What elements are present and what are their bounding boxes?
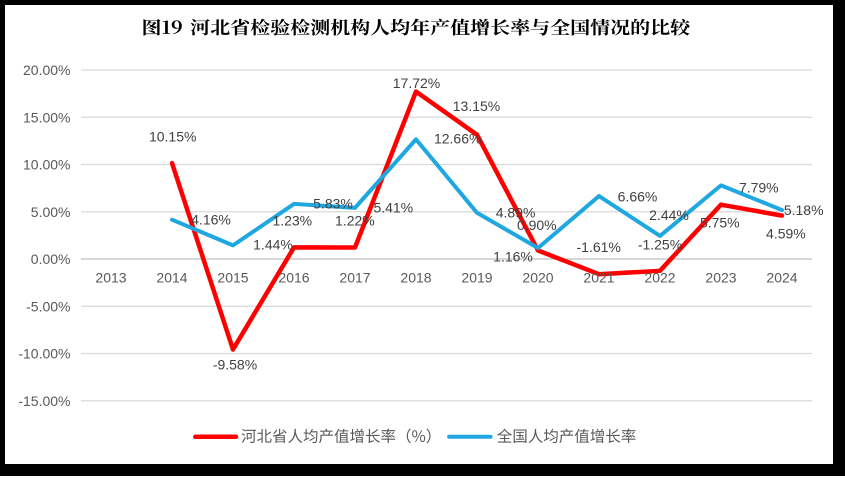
svg-text:2024: 2024 — [766, 270, 797, 286]
svg-text:5.00%: 5.00% — [31, 204, 71, 220]
svg-text:1.22%: 1.22% — [335, 213, 375, 229]
svg-text:10.00%: 10.00% — [23, 157, 70, 173]
svg-text:4.16%: 4.16% — [191, 212, 231, 228]
svg-text:0.90%: 0.90% — [517, 217, 557, 233]
svg-text:2013: 2013 — [95, 270, 126, 286]
svg-text:15.00%: 15.00% — [23, 109, 70, 125]
svg-text:-10.00%: -10.00% — [18, 346, 70, 362]
svg-text:-15.00%: -15.00% — [18, 393, 70, 409]
svg-text:2017: 2017 — [339, 270, 370, 286]
svg-text:4.59%: 4.59% — [766, 225, 806, 241]
svg-text:2020: 2020 — [522, 270, 553, 286]
svg-text:2.44%: 2.44% — [649, 207, 689, 223]
svg-text:1.23%: 1.23% — [272, 213, 312, 229]
svg-text:2015: 2015 — [217, 270, 248, 286]
svg-text:-9.58%: -9.58% — [213, 357, 257, 373]
svg-text:2019: 2019 — [461, 270, 492, 286]
svg-text:20.00%: 20.00% — [23, 62, 70, 78]
svg-text:7.79%: 7.79% — [739, 179, 779, 195]
svg-text:1.44%: 1.44% — [253, 237, 293, 253]
svg-text:17.72%: 17.72% — [393, 75, 440, 91]
svg-text:2016: 2016 — [278, 270, 309, 286]
svg-text:0.00%: 0.00% — [31, 251, 71, 267]
svg-text:-1.25%: -1.25% — [638, 237, 682, 253]
svg-text:2022: 2022 — [644, 270, 675, 286]
svg-text:2021: 2021 — [583, 270, 614, 286]
svg-text:2018: 2018 — [400, 270, 431, 286]
svg-text:5.18%: 5.18% — [784, 202, 824, 218]
svg-text:4.89%: 4.89% — [496, 205, 536, 221]
svg-text:5.75%: 5.75% — [700, 215, 740, 231]
svg-text:2014: 2014 — [156, 270, 187, 286]
svg-text:12.66%: 12.66% — [434, 131, 481, 147]
svg-text:13.15%: 13.15% — [453, 98, 500, 114]
svg-text:6.66%: 6.66% — [618, 188, 658, 204]
svg-text:-1.61%: -1.61% — [577, 239, 621, 255]
svg-text:5.41%: 5.41% — [373, 199, 413, 215]
svg-text:2023: 2023 — [705, 270, 736, 286]
svg-text:10.15%: 10.15% — [149, 129, 196, 145]
svg-text:-5.00%: -5.00% — [26, 298, 70, 314]
svg-text:5.83%: 5.83% — [313, 196, 353, 212]
svg-text:1.16%: 1.16% — [493, 249, 533, 265]
